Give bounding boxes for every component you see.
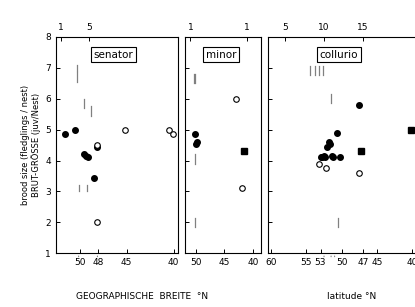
Text: latitude °N: latitude °N — [327, 292, 376, 301]
Text: minor: minor — [205, 50, 236, 60]
Text: GEOGRAPHISCHE  BREITE  °N: GEOGRAPHISCHE BREITE °N — [76, 292, 208, 301]
Text: senator: senator — [94, 50, 134, 60]
Text: collurio: collurio — [320, 50, 358, 60]
Y-axis label: brood size (fledglings / nest)
BRUT-GRÖSSE (juv/Nest): brood size (fledglings / nest) BRUT-GRÖS… — [21, 85, 41, 205]
